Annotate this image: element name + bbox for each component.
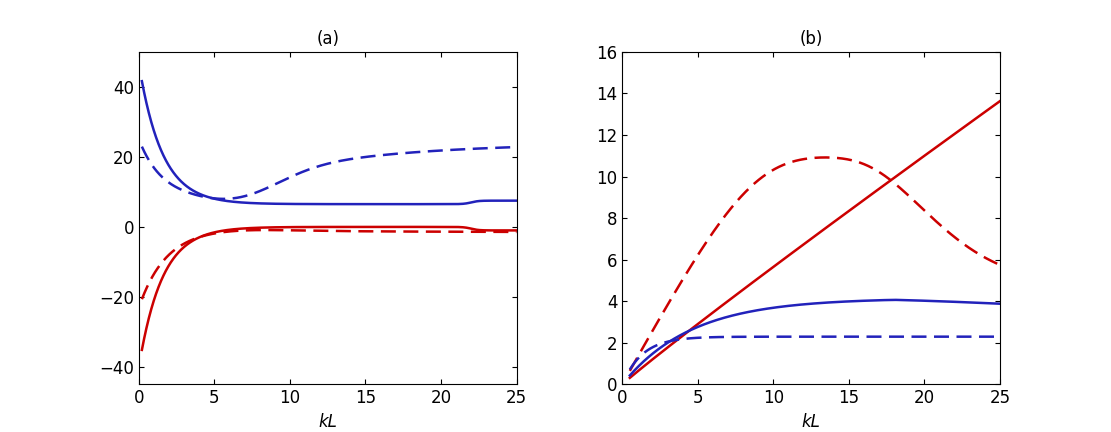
X-axis label: kL: kL: [318, 413, 337, 431]
Title: (a): (a): [317, 29, 339, 48]
Title: (b): (b): [800, 29, 823, 48]
X-axis label: kL: kL: [802, 413, 821, 431]
